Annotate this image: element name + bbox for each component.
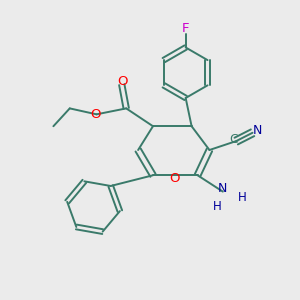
Text: O: O — [169, 172, 180, 185]
Text: F: F — [182, 22, 189, 34]
Text: C: C — [229, 133, 238, 146]
Text: O: O — [90, 108, 100, 121]
Text: H: H — [238, 191, 247, 204]
Text: O: O — [117, 74, 128, 88]
Text: N: N — [253, 124, 262, 137]
Text: H: H — [213, 200, 222, 213]
Text: N: N — [218, 182, 227, 194]
